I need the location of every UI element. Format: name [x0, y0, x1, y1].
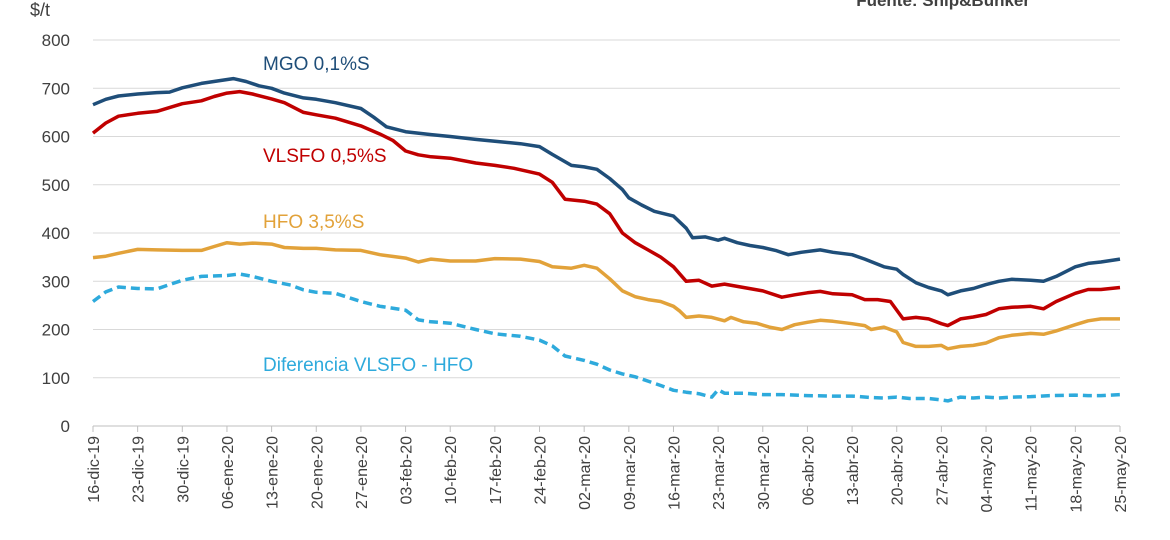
x-tick-label: 18-may-20	[1068, 436, 1085, 513]
x-tick-label: 11-may-20	[1024, 436, 1041, 511]
y-tick-label: 500	[42, 176, 70, 195]
source-note: Fuente: Ship&Bunker	[856, 0, 1030, 10]
x-tick-label: 17-feb-20	[488, 436, 505, 505]
x-tick-label: 06-ene-20	[220, 436, 237, 509]
series-line-diferencia-vlsfo-hfo	[91, 272, 1121, 403]
y-tick-label: 800	[42, 31, 70, 50]
series-label-hfo-3-5-s: HFO 3,5%S	[263, 212, 364, 233]
x-tick-label: 25-may-20	[1113, 436, 1130, 513]
y-tick-label: 200	[42, 321, 70, 340]
x-tick-label: 10-feb-20	[443, 436, 460, 505]
x-tick-label: 23-dic-19	[131, 436, 148, 503]
y-axis: 0 100 200 300 400 500 600 700 800	[42, 31, 70, 436]
x-tick-label: 16-mar-20	[666, 436, 683, 510]
x-tick-label: 20-ene-20	[309, 436, 326, 509]
series-label-mgo-0-1-s: MGO 0,1%S	[263, 54, 370, 75]
x-tick-label: 03-feb-20	[399, 436, 416, 505]
x-tick-label: 27-ene-20	[354, 436, 371, 509]
series-lines	[91, 76, 1121, 403]
x-tick-label: 04-may-20	[979, 436, 996, 513]
x-tick-label: 30-mar-20	[756, 436, 773, 510]
x-tick-label: 20-abr-20	[890, 436, 907, 505]
series-line-vlsfo-0-5-s	[91, 89, 1121, 328]
y-tick-label: 400	[42, 224, 70, 243]
series-label-vlsfo-0-5-s: VLSFO 0,5%S	[263, 146, 387, 167]
x-tick-label: 16-dic-19	[86, 436, 103, 503]
x-tick-label: 30-dic-19	[175, 436, 192, 503]
y-tick-label: 0	[61, 417, 70, 436]
y-tick-label: 700	[42, 79, 70, 98]
x-tick-label: 06-abr-20	[800, 436, 817, 505]
y-tick-label: 300	[42, 272, 70, 291]
y-tick-label: 100	[42, 369, 70, 388]
gridlines	[93, 39, 1120, 427]
x-tick-label: 27-abr-20	[934, 436, 951, 505]
x-tick-label: 09-mar-20	[622, 436, 639, 510]
x-tick-label: 13-ene-20	[265, 436, 282, 509]
y-axis-label: $/t	[30, 0, 50, 20]
series-labels: MGO 0,1%S VLSFO 0,5%S HFO 3,5%S Diferencia …	[263, 54, 473, 376]
x-tick-label: 02-mar-20	[577, 436, 594, 510]
series-label-diferencia-vlsfo-hfo: Diferencia VLSFO - HFO	[263, 355, 473, 376]
x-tick-label: 23-mar-20	[711, 436, 728, 510]
series-line-mgo-0-1-s	[92, 76, 1121, 297]
series-line-hfo-3-5-s	[92, 240, 1120, 351]
x-axis: 16-dic-19 23-dic-19 30-dic-19 06-ene-20 13-e…	[86, 426, 1130, 512]
x-tick-label: 24-feb-20	[533, 436, 550, 505]
x-tick-label: 13-abr-20	[845, 436, 862, 505]
y-tick-label: 600	[42, 128, 70, 147]
